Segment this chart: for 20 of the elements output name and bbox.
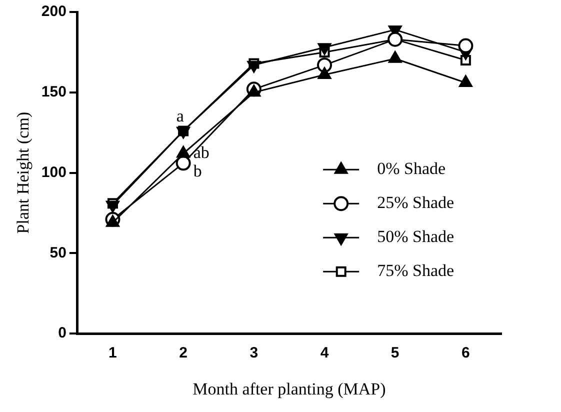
annotation: b [193, 162, 202, 181]
annotation: a [176, 106, 184, 126]
y-tick-label: 200 [41, 3, 66, 20]
legend-label: 25% Shade [377, 193, 454, 212]
x-tick-label: 3 [250, 344, 258, 362]
x-tick-label: 1 [108, 344, 117, 362]
x-tick-label: 4 [320, 344, 330, 362]
x-tick-label: 5 [390, 344, 400, 362]
x-tick-label: 2 [179, 344, 188, 362]
y-tick-label: 50 [50, 244, 66, 262]
x-tick-label: 6 [462, 344, 470, 362]
y-tick-label: 150 [41, 84, 66, 101]
y-tick-label: 0 [58, 324, 66, 342]
annotation: ab [193, 142, 210, 162]
y-axis-title: Plant Height (cm) [14, 112, 33, 234]
legend-label: 50% Shade [377, 227, 454, 246]
y-tick-label: 100 [41, 164, 66, 181]
legend-label: 0% Shade [377, 159, 446, 178]
legend-label: 75% Shade [377, 261, 454, 280]
x-axis-title: Month after planting (MAP) [192, 379, 386, 398]
